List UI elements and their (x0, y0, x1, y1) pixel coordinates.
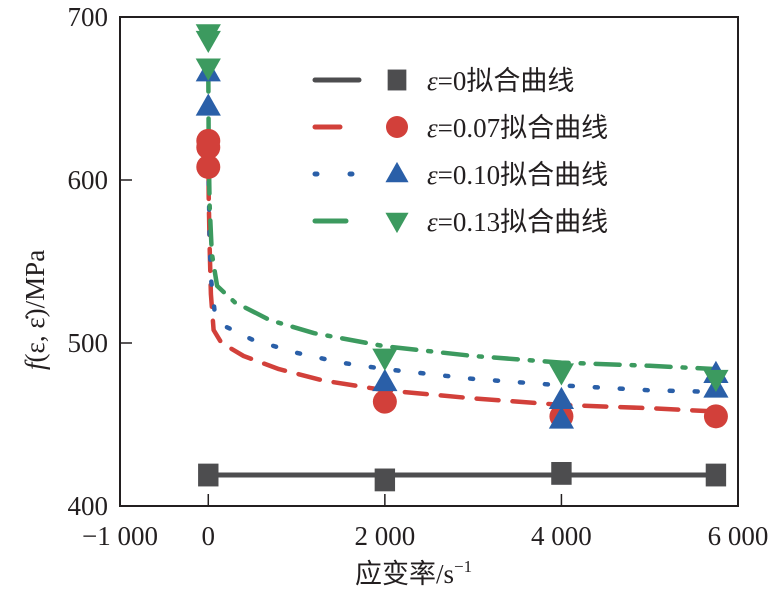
legend-label-series-0: ε=0拟合曲线 (427, 66, 574, 96)
legend-marker-series-3 (385, 212, 409, 234)
data-point-series-0 (551, 462, 572, 485)
data-point-series-2 (195, 93, 221, 116)
data-point-series-2 (372, 368, 398, 392)
fit-line-series-3 (206, 65, 719, 372)
data-point-series-3 (703, 369, 729, 393)
x-axis-title: 应变率/s−1 (355, 557, 472, 589)
fit-line-series-1 (206, 138, 719, 414)
y-tick-label: 600 (68, 165, 109, 195)
data-point-series-3 (195, 30, 221, 54)
y-tick-label: 700 (68, 2, 109, 32)
x-tick-label: 6 000 (708, 521, 769, 551)
data-point-series-0 (198, 463, 219, 487)
data-point-series-1 (196, 135, 221, 160)
legend-marker-series-1 (386, 116, 408, 138)
x-axis-title-superscript: −1 (454, 557, 472, 576)
data-point-series-1 (703, 404, 728, 429)
y-axis-ticks: 400 500 600 700 (68, 2, 132, 521)
legend-label-series-2: ε=0.10拟合曲线 (427, 160, 608, 190)
data-point-series-3 (548, 363, 575, 386)
x-tick-label: 4 000 (531, 521, 592, 551)
data-point-series-3 (372, 348, 398, 371)
plot-frame (119, 16, 739, 507)
data-point-series-2 (548, 406, 575, 429)
data-point-series-1 (372, 389, 397, 414)
y-tick-label: 500 (68, 328, 109, 358)
fit-line-series-2 (206, 104, 719, 395)
data-point-series-3 (195, 58, 221, 81)
y-axis-title-text: (ε, ε̇)/MPa (20, 250, 50, 363)
data-point-series-0 (374, 468, 396, 492)
legend-label-series-3: ε=0.13拟合曲线 (427, 207, 608, 237)
legend-marker-series-0 (387, 69, 407, 91)
x-tick-label: 0 (202, 521, 216, 551)
data-point-series-2 (548, 386, 575, 410)
y-axis-title-function: f (20, 359, 50, 370)
y-axis-title: f(ε, ε̇)/MPa (20, 250, 50, 370)
legend-label-series-1: ε=0.07拟合曲线 (427, 113, 608, 143)
data-point-series-1 (196, 154, 221, 179)
legend-marker-series-2 (385, 161, 409, 183)
x-tick-label: 2 000 (354, 521, 415, 551)
x-tick-label: −1 000 (82, 521, 158, 551)
y-tick-label: 400 (68, 491, 109, 521)
x-axis-ticks: −1 000 0 2 000 4 000 6 000 (82, 494, 768, 551)
data-point-series-0 (705, 463, 727, 487)
data-markers (195, 24, 729, 492)
fit-lines (205, 65, 719, 478)
x-axis-title-text: 应变率/s (355, 559, 454, 589)
legend: ε=0拟合曲线 ε=0.07拟合曲线 ε=0.10拟合曲线 ε=0.13拟合曲线 (312, 66, 608, 237)
